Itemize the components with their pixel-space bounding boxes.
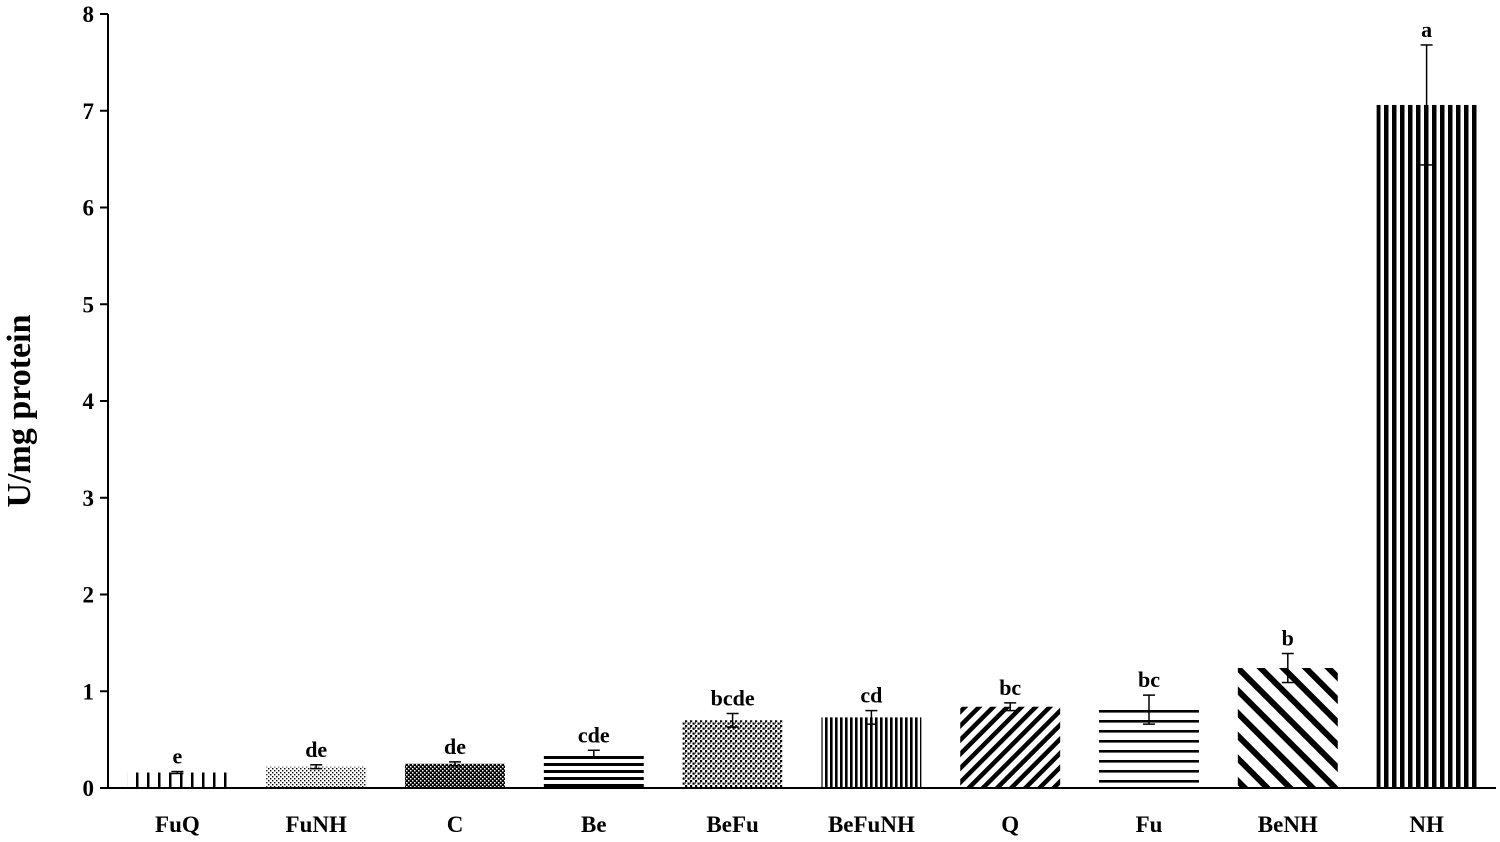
y-tick-label: 3 <box>83 486 95 511</box>
error-bar-fuq <box>171 770 184 775</box>
significance-label-befu: bcde <box>711 686 755 711</box>
bar-nh <box>1376 104 1477 788</box>
y-tick-label: 6 <box>83 196 95 221</box>
y-axis-title: U/mg protein <box>1 314 38 507</box>
y-tick-label: 8 <box>83 2 95 27</box>
x-category-label: Fu <box>1136 812 1163 837</box>
bar-be <box>543 754 644 788</box>
y-tick-label: 0 <box>83 776 95 801</box>
significance-label-q: bc <box>999 675 1021 700</box>
x-category-label: FuQ <box>155 812 200 837</box>
significance-label-befunh: cd <box>860 683 882 708</box>
y-tick-label: 2 <box>83 583 95 608</box>
significance-label-funh: de <box>305 737 327 762</box>
x-category-label: C <box>447 812 464 837</box>
error-bar-nh <box>1420 44 1433 166</box>
y-tick-label: 1 <box>83 679 95 704</box>
bars-layer <box>127 104 1477 788</box>
bar-befu <box>682 720 783 788</box>
significance-labels-layer: e de de cde bcde cd bc bc b a <box>173 17 1433 769</box>
y-tick-label: 4 <box>83 389 95 414</box>
x-category-label: BeNH <box>1258 812 1318 837</box>
error-bar-befunh <box>865 709 878 725</box>
error-bar-q <box>1004 702 1017 712</box>
error-bar-funh <box>310 764 323 770</box>
significance-label-benh: b <box>1282 626 1294 651</box>
x-labels-layer: FuQ FuNH C Be BeFu BeFuNH Q Fu BeNH NH <box>155 812 1444 837</box>
y-tick-label: 5 <box>83 292 95 317</box>
x-category-label: Q <box>1001 812 1019 837</box>
bar-benh <box>1237 668 1338 788</box>
bar-q <box>960 706 1061 788</box>
significance-label-nh: a <box>1421 17 1432 42</box>
bar-c <box>405 763 505 788</box>
significance-label-fu: bc <box>1138 667 1160 692</box>
y-tick-label: 7 <box>83 99 95 124</box>
error-bar-befu <box>726 712 739 728</box>
y-ticks-layer: 0 1 2 3 4 5 6 7 8 <box>83 2 108 801</box>
error-bar-c <box>449 761 461 767</box>
x-category-label: FuNH <box>286 812 347 837</box>
x-category-label: Be <box>581 812 607 837</box>
significance-label-c: de <box>444 734 466 759</box>
error-bar-benh <box>1281 652 1294 684</box>
significance-label-fuq: e <box>173 744 183 769</box>
error-bar-be <box>587 749 600 759</box>
significance-label-be: cde <box>578 722 610 747</box>
bar-funh <box>266 766 367 788</box>
error-bars-layer <box>171 44 1433 775</box>
bar-befunh <box>821 717 922 788</box>
x-category-label: BeFu <box>706 812 759 837</box>
bar-fuq <box>127 772 228 788</box>
x-category-label: NH <box>1409 812 1444 837</box>
x-category-label: BeFuNH <box>828 812 915 837</box>
error-bar-fu <box>1143 694 1155 725</box>
